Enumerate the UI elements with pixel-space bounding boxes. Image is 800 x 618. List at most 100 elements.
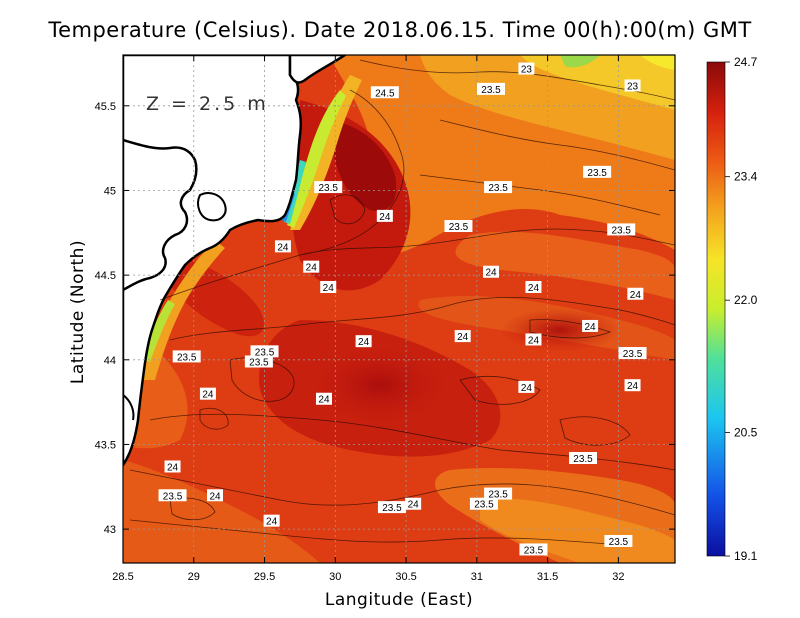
contour-label-text: 24 xyxy=(209,491,221,502)
contour-label-text: 24 xyxy=(630,290,642,301)
y-tick-label: 45 xyxy=(104,185,116,197)
contour-label: 24 xyxy=(627,287,644,301)
contour-label: 24 xyxy=(405,497,422,511)
contour-label: 23.5 xyxy=(484,487,513,501)
colorbar-tick-label: 20.5 xyxy=(734,426,758,440)
contour-label-box xyxy=(518,62,535,75)
contour-label-box xyxy=(484,487,513,500)
contour-label-box xyxy=(525,280,542,293)
contour-label-text: 23 xyxy=(627,81,639,92)
contour-label: 24.5 xyxy=(370,86,399,99)
contour-label: 24 xyxy=(624,379,641,392)
chart-title: Temperature (Celsius). Date 2018.06.15. … xyxy=(48,18,752,42)
contour-label: 23.5 xyxy=(604,534,633,548)
contour-label-text: 23.5 xyxy=(488,490,508,501)
contour-label-text: 24 xyxy=(485,268,497,279)
contour-label-box xyxy=(607,223,636,236)
contour-label-text: 24 xyxy=(528,335,540,346)
contour-label-box xyxy=(158,489,187,502)
contour-label-box xyxy=(376,209,393,222)
contour-label-box xyxy=(525,333,542,346)
contour-label-text: 23.5 xyxy=(573,454,593,465)
contour-label-text: 24 xyxy=(167,462,179,473)
contour-label-box xyxy=(484,181,513,194)
contour-label-box xyxy=(172,350,201,363)
colorbar-tick-label: 22.0 xyxy=(734,293,758,307)
contour-label: 24 xyxy=(454,330,471,343)
contour-label: 24 xyxy=(274,240,291,253)
contour-label-box xyxy=(320,280,337,293)
contour-label-text: 23.5 xyxy=(623,349,643,360)
x-tick-label: 28.5 xyxy=(112,571,133,583)
contour-label-box xyxy=(303,260,320,273)
contour-label-box xyxy=(370,86,399,99)
contour-label-box xyxy=(244,355,273,368)
contour-label: 24 xyxy=(199,387,216,401)
contour-label: 24 xyxy=(518,380,535,394)
contour-label-text: 23.5 xyxy=(163,491,183,502)
contour-label-box xyxy=(405,497,422,510)
x-tick-label: 32 xyxy=(612,571,624,583)
grid-lines xyxy=(123,55,675,563)
contour-label-text: 24 xyxy=(323,283,335,294)
colorbar: 24.7 23.4 22.0 20.5 19.1 xyxy=(706,55,758,563)
contour-label: 23.5 xyxy=(618,347,647,360)
contour-label-box xyxy=(518,380,535,393)
y-tick-label: 44 xyxy=(104,355,116,367)
contour-label-text: 24 xyxy=(318,395,330,406)
contour-label: 23.5 xyxy=(314,181,343,194)
contour-label-text: 23.5 xyxy=(318,183,338,194)
contour-label: 23.5 xyxy=(444,220,473,233)
contour-label-box xyxy=(569,452,597,465)
y-tick-label: 44.5 xyxy=(95,270,116,282)
contour-label-text: 23.5 xyxy=(488,183,508,194)
contour-label-text: 24 xyxy=(277,242,289,253)
contour-label: 23.5 xyxy=(158,489,187,502)
colorbar-tick-label: 23.4 xyxy=(734,170,758,184)
contour-label-box xyxy=(627,287,644,300)
contour-label-text: 23.5 xyxy=(524,545,544,556)
contour-label-box xyxy=(618,347,647,360)
contour-label-box xyxy=(444,220,473,233)
contour-label: 24 xyxy=(525,333,542,346)
contour-label: 24 xyxy=(315,392,332,406)
contour-label-box xyxy=(164,460,181,473)
colorbar-ticks: 24.7 23.4 22.0 20.5 19.1 xyxy=(725,55,758,563)
contour-label-text: 23.5 xyxy=(177,352,197,363)
contour-label: 24 xyxy=(376,209,393,223)
contour-lines xyxy=(129,59,675,546)
x-tick-label: 31 xyxy=(471,571,483,583)
x-tick-label: 31.5 xyxy=(537,571,558,583)
contour-label-box xyxy=(469,497,498,510)
contour-label-text: 23 xyxy=(521,65,533,76)
contour-label: 24 xyxy=(164,460,181,473)
x-tick-label: 29 xyxy=(188,571,200,583)
contour-label: 24 xyxy=(525,280,542,294)
contour-label-box xyxy=(604,534,633,547)
contour-label: 23.5 xyxy=(477,82,505,96)
contour-label-box xyxy=(624,79,641,92)
contour-label-text: 23.5 xyxy=(481,85,501,96)
contour-label-box xyxy=(624,379,641,392)
contour-label: 23.5 xyxy=(377,501,406,514)
contour-label: 23.5 xyxy=(583,165,612,179)
contour-label-text: 23.5 xyxy=(587,168,607,179)
contour-label: 24 xyxy=(582,319,599,333)
contour-label-box xyxy=(315,392,332,405)
contour-label-text: 23.5 xyxy=(449,222,469,233)
contour-label: 23.5 xyxy=(172,350,201,363)
contour-label-box xyxy=(314,181,343,194)
x-axis: 28.5 29 29.5 30 30.5 31 31.5 32 xyxy=(112,55,625,583)
contour-label: 24 xyxy=(355,335,372,348)
y-tick-label: 43 xyxy=(104,524,116,536)
y-tick-label: 45.5 xyxy=(95,101,116,113)
x-tick-label: 29.5 xyxy=(254,571,275,583)
contour-label-box xyxy=(199,387,216,400)
contour-label-text: 24 xyxy=(306,263,318,274)
x-tick-label: 30.5 xyxy=(395,571,416,583)
x-tick-label: 30 xyxy=(329,571,341,583)
contour-label-box xyxy=(582,319,599,332)
contour-label-box xyxy=(274,240,291,253)
